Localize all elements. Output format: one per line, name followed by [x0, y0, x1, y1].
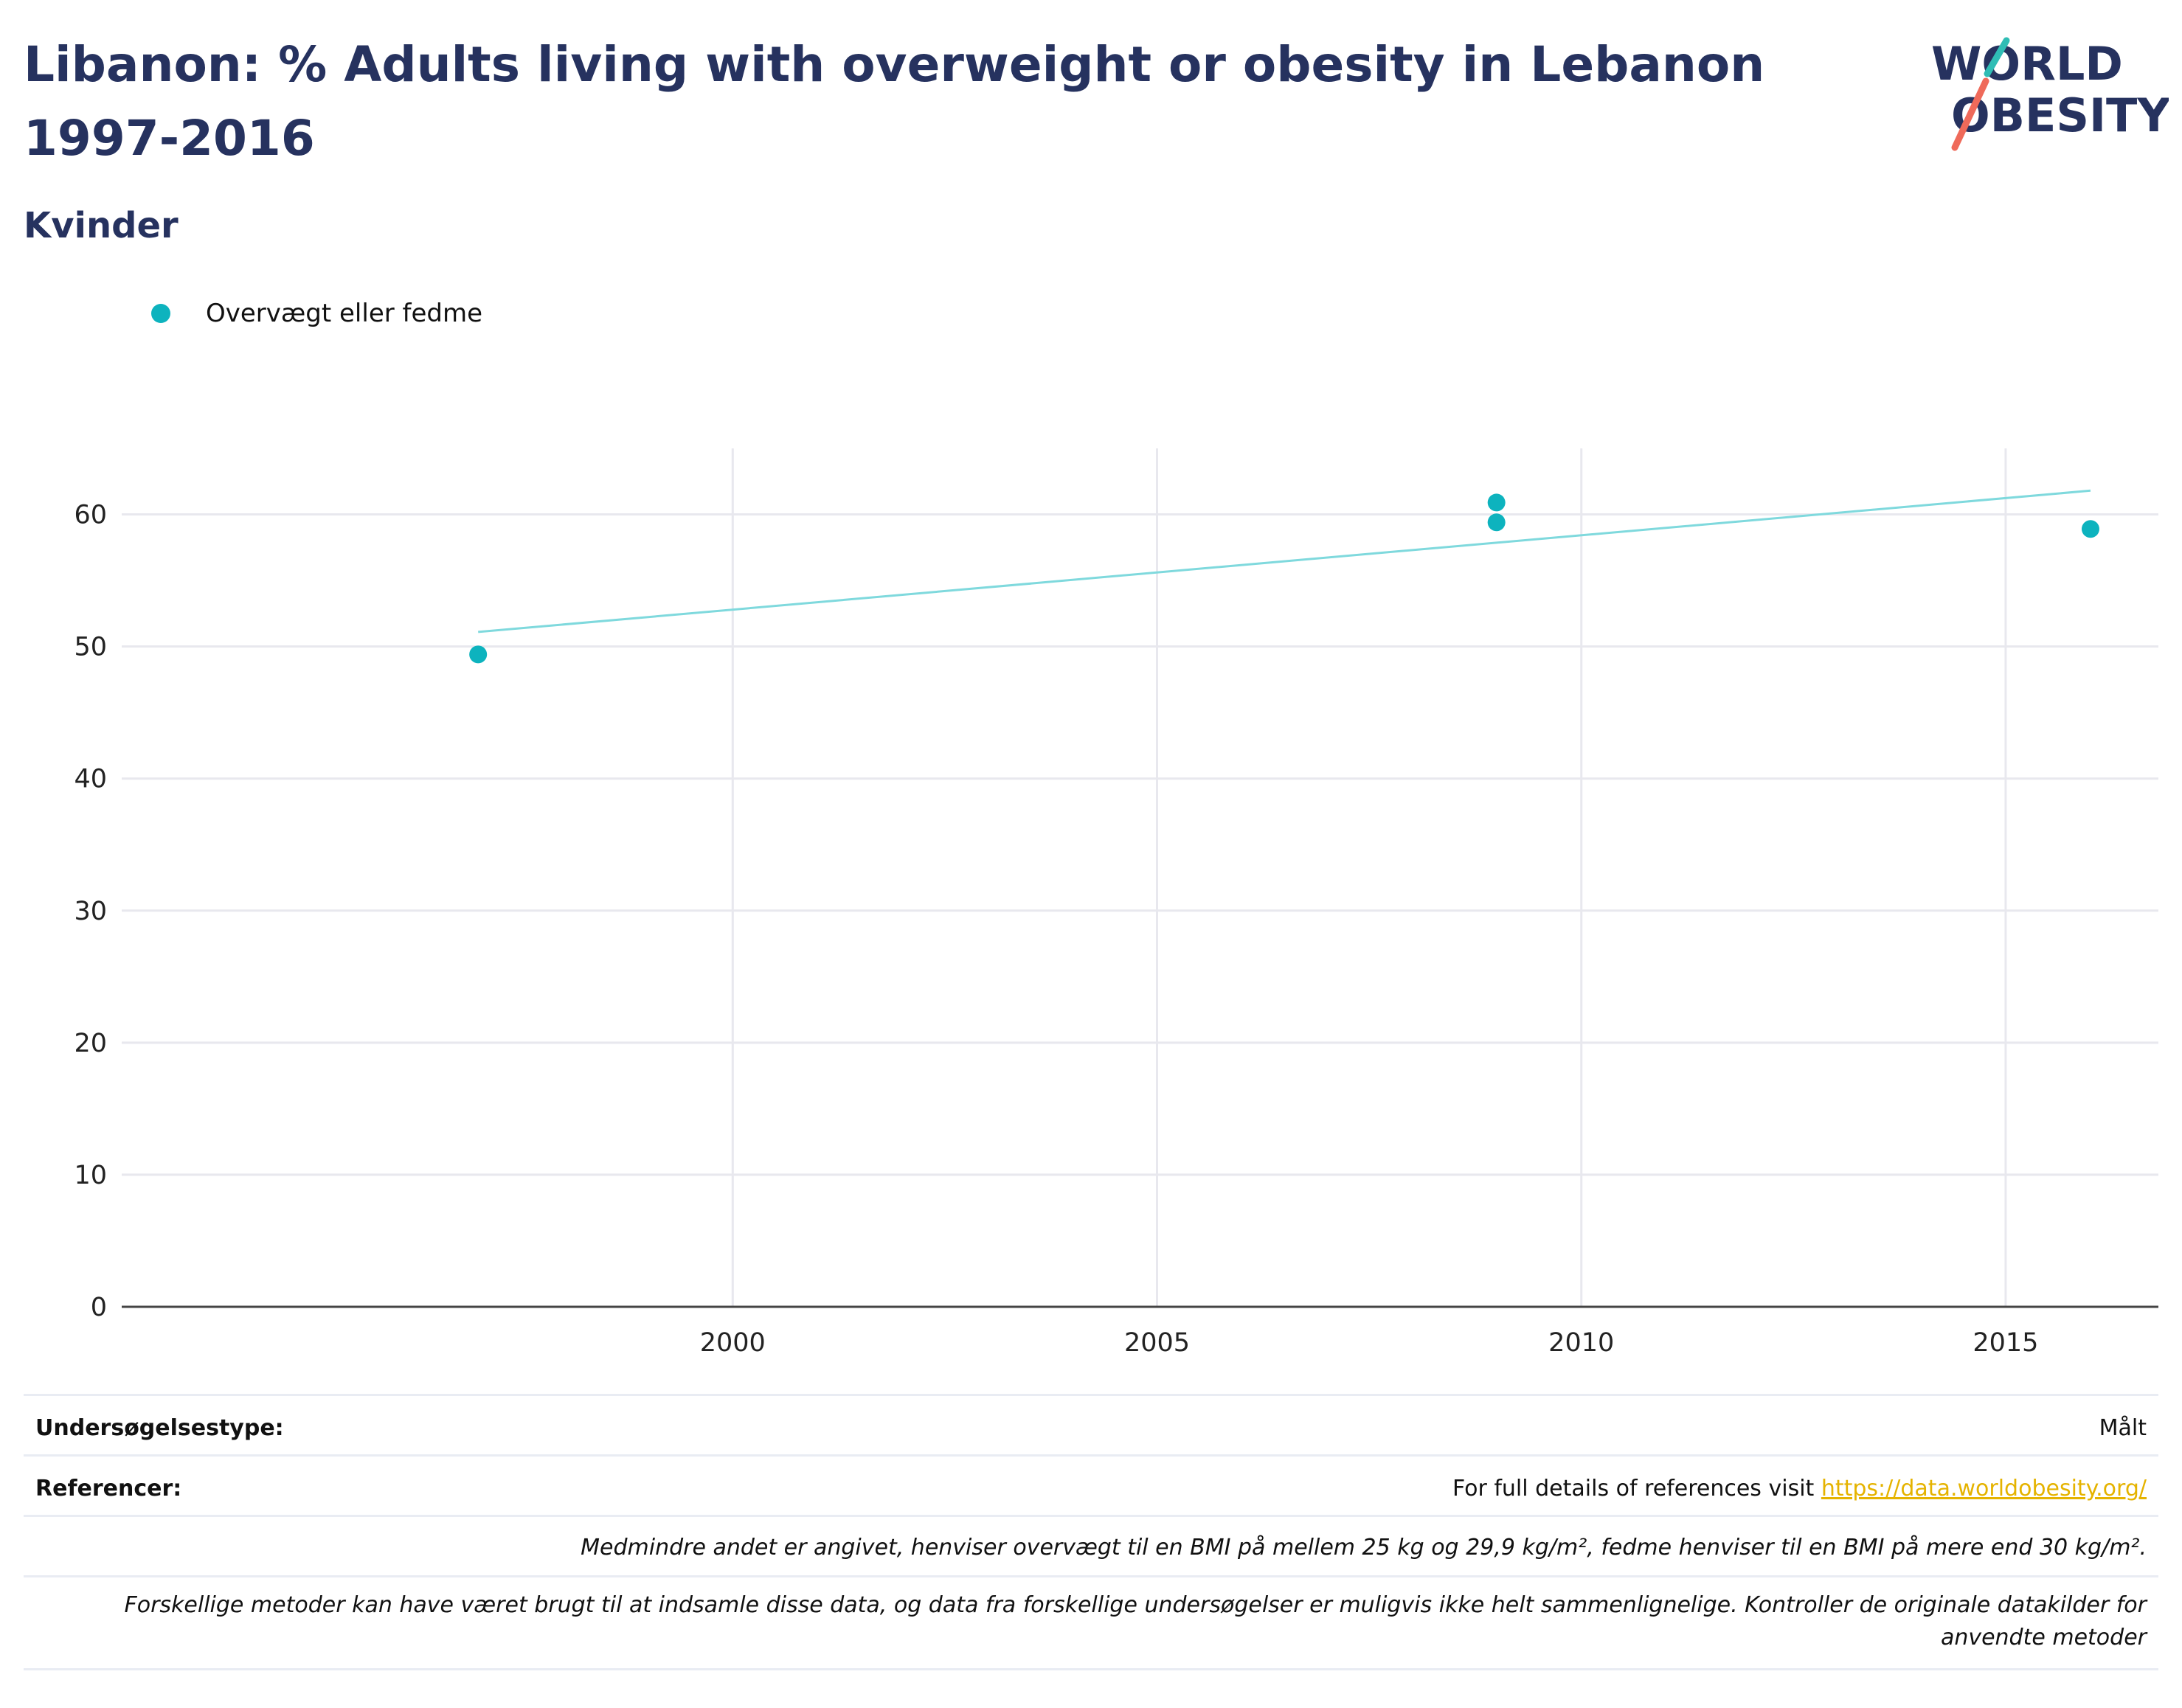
bmi-note: Medmindre andet er angivet, henviser ove…	[581, 1535, 2147, 1561]
references-link[interactable]: https://data.worldobesity.org/	[1821, 1476, 2147, 1502]
y-tick-label-30: 30	[74, 897, 107, 926]
data-point-2009-1[interactable]	[1487, 493, 1506, 512]
survey-type-row: Undersøgelsestype: Målt	[24, 1394, 2158, 1457]
bmi-note-row: Medmindre andet er angivet, henviser ove…	[24, 1515, 2158, 1577]
y-tick-label-50: 50	[74, 633, 107, 662]
y-tick-label-20: 20	[74, 1029, 107, 1058]
methods-note-row: Forskellige metoder kan have været brugt…	[24, 1575, 2158, 1670]
x-tick-label-2000: 2000	[700, 1328, 766, 1358]
world-obesity-logo: WORLD OBESITY	[1931, 37, 2169, 151]
y-gridlines	[122, 513, 2158, 1176]
legend: Overvægt eller fedme	[151, 295, 482, 332]
legend-marker	[151, 304, 170, 323]
chart-title: Libanon: % Adults living with overweight…	[24, 36, 1765, 167]
y-tick-label-40: 40	[74, 765, 107, 794]
logo-line2: OBESITY	[1951, 88, 2169, 142]
references-row: Referencer: For full details of referenc…	[24, 1454, 2158, 1517]
survey-type-value: Målt	[2099, 1415, 2147, 1441]
methods-note-line2: anvendte metoder	[1940, 1625, 2147, 1650]
references-text: For full details of references visit	[1452, 1476, 1821, 1502]
data-points	[469, 493, 2099, 664]
y-tick-label-60: 60	[74, 501, 107, 530]
x-tick-label-2010: 2010	[1548, 1328, 1614, 1358]
survey-type-label: Undersøgelsestype:	[35, 1415, 284, 1441]
y-tick-label-10: 10	[74, 1161, 107, 1190]
x-tick-label-2015: 2015	[1973, 1328, 2038, 1358]
methods-note: Forskellige metoder kan have været brugt…	[37, 1589, 2147, 1654]
logo-slash-teal	[1984, 37, 2010, 77]
y-tick-label-0: 0	[91, 1293, 107, 1322]
data-point-2016-3[interactable]	[2081, 520, 2099, 538]
scatter-chart: 0 10 20 30 40 50 60 2000 2005 2010 2015	[74, 448, 2158, 1358]
data-point-2009-2[interactable]	[1487, 513, 1506, 532]
references-value: For full details of references visit htt…	[1452, 1476, 2147, 1502]
table-bottom-border	[24, 1668, 2158, 1670]
trendline	[478, 489, 2091, 633]
trendline-group	[478, 489, 2091, 633]
logo-line1: WORLD	[1931, 37, 2123, 91]
data-point-1997-0[interactable]	[469, 645, 488, 664]
x-tick-label-2005: 2005	[1124, 1328, 1190, 1358]
chart-subtitle: Kvinder	[24, 205, 179, 246]
methods-note-line1: Forskellige metoder kan have været brugt…	[124, 1592, 2147, 1618]
x-gridlines	[731, 448, 2007, 1307]
logo-slash-red	[1951, 77, 1989, 151]
x-tick-labels: 2000 2005 2010 2015	[700, 1328, 2039, 1358]
legend-label: Overvægt eller fedme	[206, 299, 483, 328]
y-tick-labels: 0 10 20 30 40 50 60	[74, 501, 107, 1322]
references-label: Referencer:	[35, 1476, 182, 1502]
